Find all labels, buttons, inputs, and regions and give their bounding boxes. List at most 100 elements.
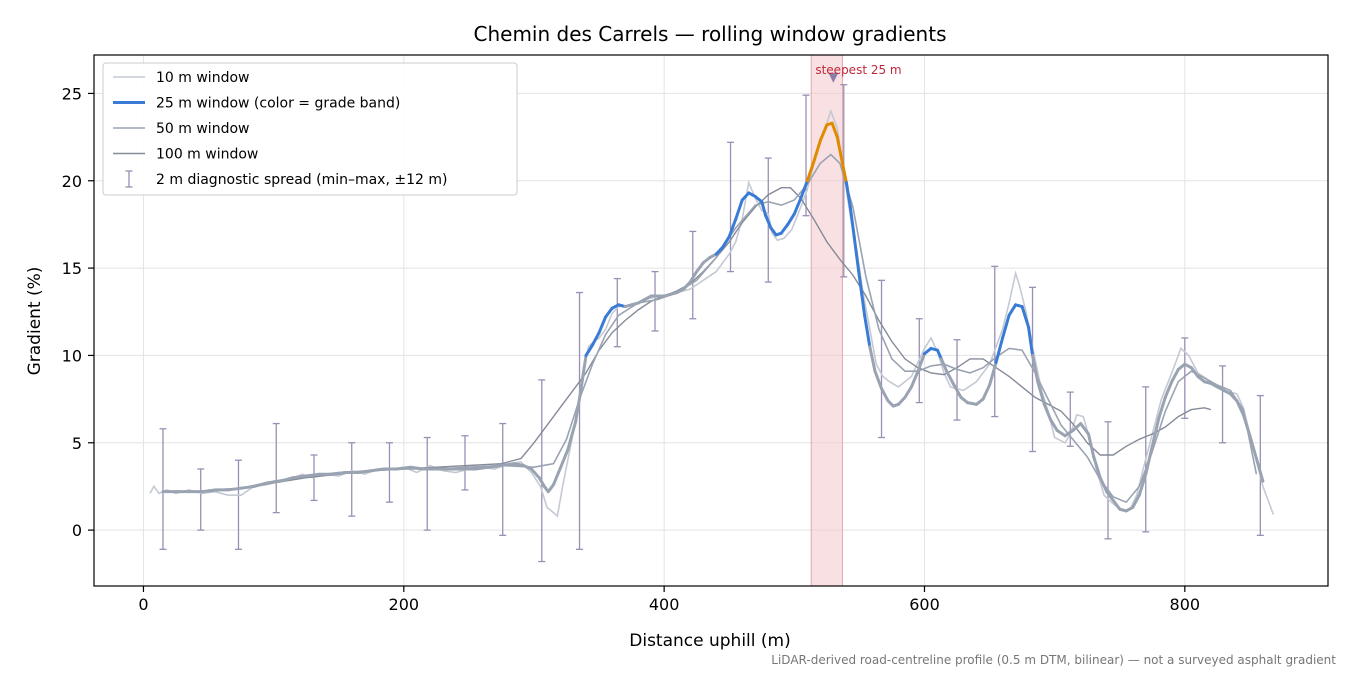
series-25m-segment [1248,434,1258,460]
series-25m-segment [1049,418,1059,433]
chart-title: Chemin des Carrels — rolling window grad… [474,22,947,46]
series-25m-segment [734,198,744,221]
series-25m-segment [688,270,699,284]
series-25m-segment [1131,493,1141,509]
y-tick-label: 25 [62,84,82,103]
series-25m-segment [395,465,412,471]
series-25m-segment [537,476,546,488]
x-tick-label: 400 [649,595,680,614]
series-25m-segment [779,222,790,235]
series-25m-segment [584,343,595,357]
series-25m-segment [291,474,308,480]
x-tick-label: 600 [909,595,940,614]
series-25m-segment [304,472,321,478]
annotations: steepest 25 m [815,63,902,83]
plot-frame [93,54,1329,587]
series-25m-segment [1098,476,1109,494]
series-25m-segment [356,469,373,474]
series-25m-segment [764,214,773,230]
series-25m-segment [844,181,852,209]
series-25m-segment [1254,456,1265,483]
footnote: LiDAR-derived road-centreline profile (0… [771,653,1336,667]
series-25m-segment [1235,399,1245,417]
series-25m-segment [945,369,955,385]
series-lines [149,108,1275,518]
series-25m-segment [579,353,588,392]
series-25m-segment [939,357,949,373]
series-25m-segment [863,313,872,349]
series-25m-segment [1105,490,1115,502]
series-25m-segment [988,360,998,387]
series-25m-segment [873,369,884,391]
series-25m-segment [1055,429,1067,438]
legend: 10 m window 25 m window (color = grade ba… [102,62,518,196]
series-25m-segment [499,462,516,467]
series-25m-segment [200,488,217,494]
series-25m-segment [1086,432,1096,459]
series-25m-segment [868,345,877,373]
series-25m-segment [512,462,526,467]
series-25m-segment [226,486,243,492]
series-25m-segment [1157,395,1167,420]
legend-label: 100 m window [156,147,258,163]
series-25m-segment [830,121,839,139]
series-25m-segment [408,465,425,471]
series-25m-segment [239,484,256,490]
y-axis-title: Gradient (%) [25,267,45,376]
series-25m-segment [792,196,803,216]
series-25m-segment [473,465,490,471]
series-25m-segment [848,205,856,239]
series-25m-segment [1163,380,1174,399]
series-25m-segment [812,139,822,164]
series-25m-segment [760,200,768,218]
series-25m-segment [880,387,890,403]
series-25m-segment [682,280,692,291]
legend-label: 10 m window [156,70,249,86]
legend-label: 2 m diagnostic spread (min–max, ±12 m) [156,172,447,188]
series-25m-segment [1007,303,1018,317]
series-25m-segment [903,385,913,399]
y-tick-label: 0 [72,521,82,540]
series-25m-segment [486,463,503,469]
series-25m-segment [1111,498,1122,511]
series-25m-segment [799,179,809,200]
series-25m-segment [909,369,920,389]
series-25m-segment [1189,366,1200,378]
series-25m-segment [695,261,705,274]
series-25m-segment [951,381,963,399]
series-25m-segment [852,235,861,279]
series-25m-segment [1150,416,1161,448]
series-25m-segment [721,235,731,249]
series-25m-segment [835,135,844,165]
x-axis-title: Distance uphill (m) [629,631,790,651]
series-25m-segment [1079,422,1090,436]
legend-box [102,62,518,196]
legend-label: 25 m window (color = grade band) [156,96,400,112]
series-25m-segment [965,401,979,406]
series-25m-segment [558,448,570,471]
series-25m-segment [1137,472,1148,497]
series-25m-segment [1144,444,1154,476]
series-25m-segment [1031,353,1040,384]
y-tick-label: 10 [62,346,82,365]
x-tick-label: 0 [138,595,148,614]
series-25m-segment [994,336,1005,364]
series-25m-segment [252,481,269,488]
diagnostic-spread [159,84,1264,563]
steepest-marker [828,72,839,83]
series-25m-segment [896,395,907,406]
axis-ticks: 0 200 400 600 800 0 5 10 15 20 25 [62,84,1200,614]
series-25m-segment [330,470,347,476]
series-25m-segment [1063,429,1075,438]
steepest-label: steepest 25 m [815,63,901,77]
y-tick-label: 15 [62,259,82,278]
series-25m-segment [597,315,608,335]
series-25m-segment [1228,392,1239,403]
series-25m-segment [1241,413,1252,438]
series-25m-segment [369,467,386,473]
series-25m-segment [574,388,583,424]
series-25m-segment [1001,313,1011,340]
series-25m-segment [714,245,725,256]
